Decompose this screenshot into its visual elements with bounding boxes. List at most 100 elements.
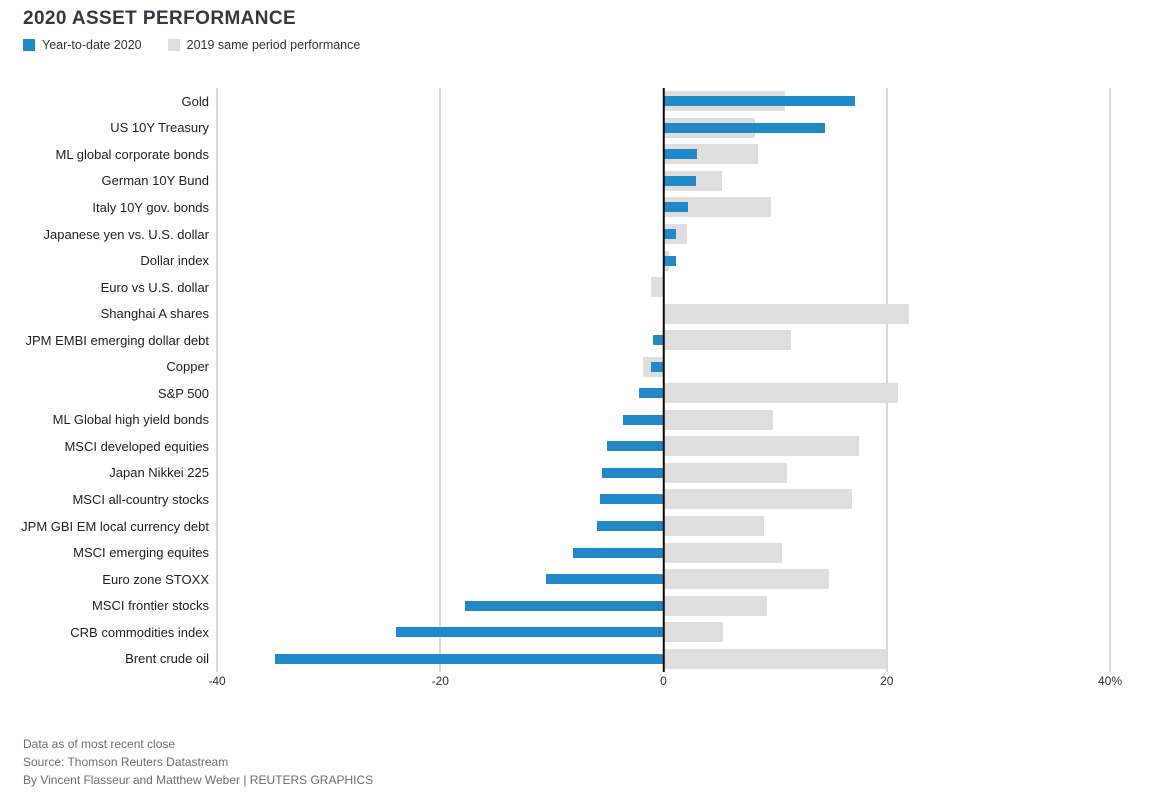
- bar-2020: [663, 96, 856, 107]
- category-label: MSCI frontier stocks: [91, 598, 209, 614]
- legend-swatch-2020-icon: [23, 39, 35, 51]
- chart-row: [217, 327, 1110, 354]
- plot-area: [216, 88, 1111, 672]
- footer-byline: By Vincent Flasseur and Matthew Weber | …: [23, 773, 374, 787]
- bar-2019: [663, 462, 788, 483]
- chart-row: [217, 247, 1110, 274]
- x-tick-label: -40: [208, 674, 226, 688]
- category-labels: Gold US 10Y Treasury ML global corporate b…: [0, 88, 209, 672]
- category-label: S&P 500: [157, 385, 209, 401]
- bar-2020: [606, 441, 664, 452]
- gridline: [885, 88, 888, 672]
- bar-2020: [599, 494, 664, 505]
- chart-row: [217, 460, 1110, 487]
- chart-row: [217, 380, 1110, 407]
- chart-row: [217, 221, 1110, 248]
- category-label: Shanghai A shares: [100, 306, 209, 322]
- category-label: MSCI developed equities: [64, 438, 209, 454]
- chart-row: [217, 433, 1110, 460]
- gridline: [1109, 88, 1111, 672]
- chart-row: [217, 141, 1110, 168]
- bar-2020: [653, 335, 664, 346]
- bar-2020: [395, 627, 664, 638]
- chart-row: [217, 566, 1110, 593]
- category-label: Dollar index: [140, 253, 209, 269]
- footer-notes: Data as of most recent close Source: Tho…: [23, 735, 373, 789]
- category-label: Euro zone STOXX: [102, 571, 209, 587]
- zero-axis-line: [662, 88, 665, 672]
- bar-2019: [663, 489, 853, 510]
- category-label: JPM GBI EM local currency debt: [21, 518, 209, 534]
- bar-2020: [573, 547, 664, 558]
- bar-2020: [623, 414, 664, 425]
- chart-row: [217, 115, 1110, 142]
- legend-label-2020: Year-to-date 2020: [42, 38, 142, 52]
- category-label: Gold: [181, 93, 209, 109]
- category-label: Japanese yen vs. U.S. dollar: [43, 226, 209, 242]
- bar-2019: [663, 409, 773, 430]
- category-label: CRB commodities index: [70, 624, 209, 640]
- x-axis: -40 -20 0 20 40%: [208, 674, 1122, 692]
- category-label: ML global corporate bonds: [55, 146, 209, 162]
- footer-source: Source: Thomson Reuters Datastream: [23, 755, 229, 769]
- category-label: JPM EMBI emerging dollar debt: [25, 332, 209, 348]
- x-tick-label: 20: [880, 674, 894, 688]
- bar-2019: [651, 277, 664, 298]
- bar-2020: [546, 574, 664, 585]
- chart-row: [217, 300, 1110, 327]
- bar-2020: [651, 361, 664, 372]
- category-label: ML Global high yield bonds: [52, 412, 209, 428]
- bar-2019: [663, 595, 768, 616]
- chart-row: [217, 168, 1110, 195]
- chart-row: [217, 486, 1110, 513]
- bar-2020: [663, 122, 826, 133]
- bar-rows: [217, 88, 1110, 672]
- bar-2019: [663, 622, 723, 643]
- bar-2020: [663, 149, 697, 160]
- category-label: Copper: [166, 359, 209, 375]
- bar-2019: [663, 516, 764, 537]
- legend-label-2019: 2019 same period performance: [186, 38, 361, 52]
- x-tick-label: 0: [660, 674, 667, 688]
- chart-row: [217, 88, 1110, 115]
- category-label: MSCI all-country stocks: [72, 491, 209, 507]
- bar-2020: [663, 255, 676, 266]
- chart-row: [217, 645, 1110, 672]
- bar-2020: [602, 467, 664, 478]
- bar-2019: [663, 436, 859, 457]
- bar-2019: [663, 542, 782, 563]
- bar-2019: [663, 303, 910, 324]
- bar-2019: [663, 197, 771, 218]
- chart-row: [217, 407, 1110, 434]
- category-label: MSCI emerging equites: [73, 545, 209, 561]
- category-label: Italy 10Y gov. bonds: [92, 199, 209, 215]
- bar-2019: [663, 648, 886, 669]
- bar-2020: [663, 202, 689, 213]
- bar-2019: [663, 383, 898, 404]
- category-label: Japan Nikkei 225: [109, 465, 209, 481]
- chart-row: [217, 513, 1110, 540]
- bar-2020: [638, 388, 664, 399]
- page-title: 2020 ASSET PERFORMANCE: [23, 8, 297, 29]
- legend-item-2020: Year-to-date 2020: [23, 38, 142, 52]
- bar-2020: [663, 229, 676, 239]
- x-tick-label: -20: [431, 674, 449, 688]
- bar-2020: [275, 653, 664, 664]
- bar-2019: [663, 330, 791, 351]
- chart-row: [217, 592, 1110, 619]
- chart-legend: Year-to-date 2020 2019 same period perfo…: [23, 38, 360, 52]
- chart-row: [217, 619, 1110, 646]
- legend-item-2019: 2019 same period performance: [167, 38, 361, 52]
- x-tick-label: 40%: [1097, 674, 1123, 688]
- chart-row: [217, 194, 1110, 221]
- legend-swatch-2019-icon: [167, 39, 180, 51]
- bar-2019: [663, 569, 829, 590]
- chart-row: [217, 539, 1110, 566]
- category-label: Brent crude oil: [125, 651, 209, 667]
- footer-note: Data as of most recent close: [23, 737, 176, 751]
- chart-row: [217, 274, 1110, 301]
- category-label: German 10Y Bund: [101, 173, 209, 189]
- bar-2020: [464, 600, 664, 611]
- category-label: US 10Y Treasury: [110, 120, 209, 136]
